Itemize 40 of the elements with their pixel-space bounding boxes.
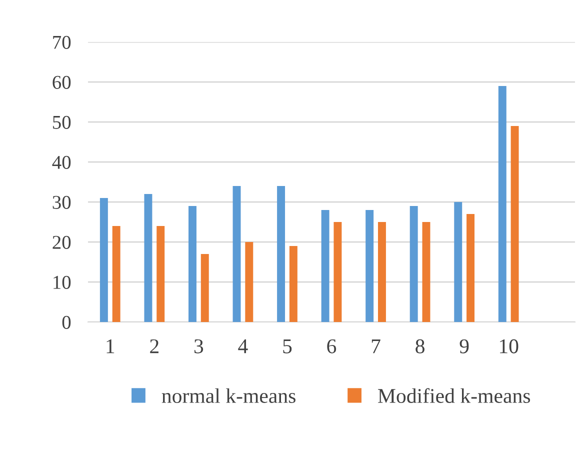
x-tick-label: 3 <box>194 339 204 354</box>
y-tick-label: 60 <box>52 76 71 89</box>
y-tick-label: 40 <box>52 156 71 169</box>
y-tick-label: 10 <box>54 276 71 289</box>
y-tick-label: 30 <box>52 196 71 209</box>
x-tick-label: 6 <box>327 339 336 354</box>
bar <box>510 126 519 322</box>
y-tick-label: 20 <box>52 236 71 249</box>
bar <box>466 214 474 322</box>
bar <box>289 246 298 322</box>
bar <box>200 254 209 322</box>
bar <box>277 186 286 322</box>
bar <box>454 202 462 322</box>
legend-label: normal k-means <box>162 388 296 404</box>
bar <box>112 226 120 322</box>
bar <box>232 186 241 322</box>
bar <box>410 206 418 322</box>
bar <box>498 86 506 322</box>
y-tick-label: 50 <box>53 116 71 129</box>
bar <box>366 210 374 322</box>
x-tick-label: 8 <box>416 339 424 354</box>
x-tick-label: 10 <box>500 339 518 354</box>
bar <box>378 222 386 322</box>
x-tick-label: 4 <box>238 339 248 354</box>
bar <box>100 198 108 322</box>
legend-label: Modified k-means <box>378 388 530 404</box>
bar <box>156 226 165 322</box>
bar <box>334 222 342 322</box>
bar <box>422 222 430 322</box>
bar <box>321 210 330 322</box>
x-tick-label: 1 <box>106 339 114 354</box>
x-tick-label: 2 <box>150 339 158 354</box>
y-tick-label: 70 <box>53 36 71 49</box>
bar <box>188 206 196 322</box>
bar <box>144 194 152 322</box>
x-tick-label: 9 <box>460 339 469 354</box>
bar <box>245 242 254 322</box>
y-tick-label: 0 <box>62 316 71 329</box>
x-tick-label: 7 <box>372 339 380 354</box>
x-tick-label: 5 <box>283 339 292 354</box>
